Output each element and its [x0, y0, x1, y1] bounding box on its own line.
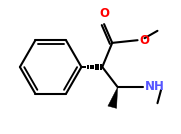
- Text: NH: NH: [145, 80, 165, 93]
- Text: O: O: [99, 7, 109, 20]
- Text: O: O: [140, 34, 150, 47]
- Polygon shape: [108, 87, 118, 108]
